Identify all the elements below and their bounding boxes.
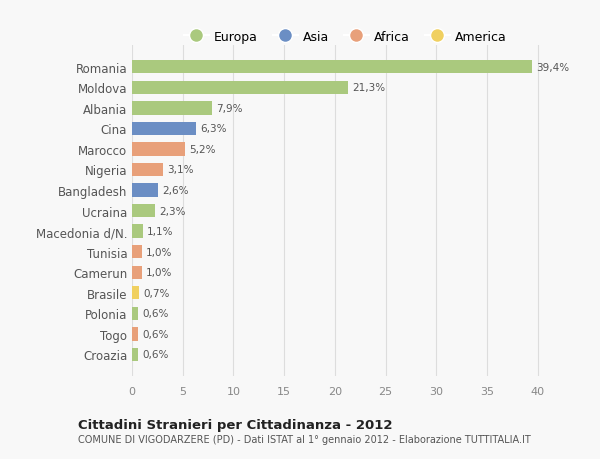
Text: 21,3%: 21,3% [352, 83, 385, 93]
Text: 2,3%: 2,3% [160, 206, 186, 216]
Text: 0,7%: 0,7% [143, 288, 170, 298]
Text: 1,1%: 1,1% [147, 227, 174, 237]
Bar [132, 225, 143, 238]
Text: Cittadini Stranieri per Cittadinanza - 2012: Cittadini Stranieri per Cittadinanza - 2… [78, 418, 392, 431]
Text: 1,0%: 1,0% [146, 268, 173, 278]
Bar [132, 184, 158, 197]
Bar [132, 81, 348, 95]
Bar [132, 61, 532, 74]
Bar [132, 163, 163, 177]
Text: 0,6%: 0,6% [142, 350, 169, 360]
Text: 0,6%: 0,6% [142, 309, 169, 319]
Bar [132, 246, 142, 259]
Text: 2,6%: 2,6% [163, 185, 189, 196]
Bar [132, 328, 138, 341]
Text: 6,3%: 6,3% [200, 124, 226, 134]
Bar [132, 307, 138, 320]
Bar [132, 143, 185, 156]
Text: 1,0%: 1,0% [146, 247, 173, 257]
Bar [132, 286, 139, 300]
Bar [132, 102, 212, 115]
Bar [132, 348, 138, 361]
Legend: Europa, Asia, Africa, America: Europa, Asia, Africa, America [179, 26, 511, 49]
Bar [132, 204, 155, 218]
Bar [132, 123, 196, 136]
Bar [132, 266, 142, 280]
Text: 39,4%: 39,4% [536, 62, 569, 73]
Text: 3,1%: 3,1% [167, 165, 194, 175]
Text: 5,2%: 5,2% [189, 145, 215, 155]
Text: COMUNE DI VIGODARZERE (PD) - Dati ISTAT al 1° gennaio 2012 - Elaborazione TUTTIT: COMUNE DI VIGODARZERE (PD) - Dati ISTAT … [78, 434, 531, 444]
Text: 0,6%: 0,6% [142, 329, 169, 339]
Text: 7,9%: 7,9% [216, 104, 242, 113]
